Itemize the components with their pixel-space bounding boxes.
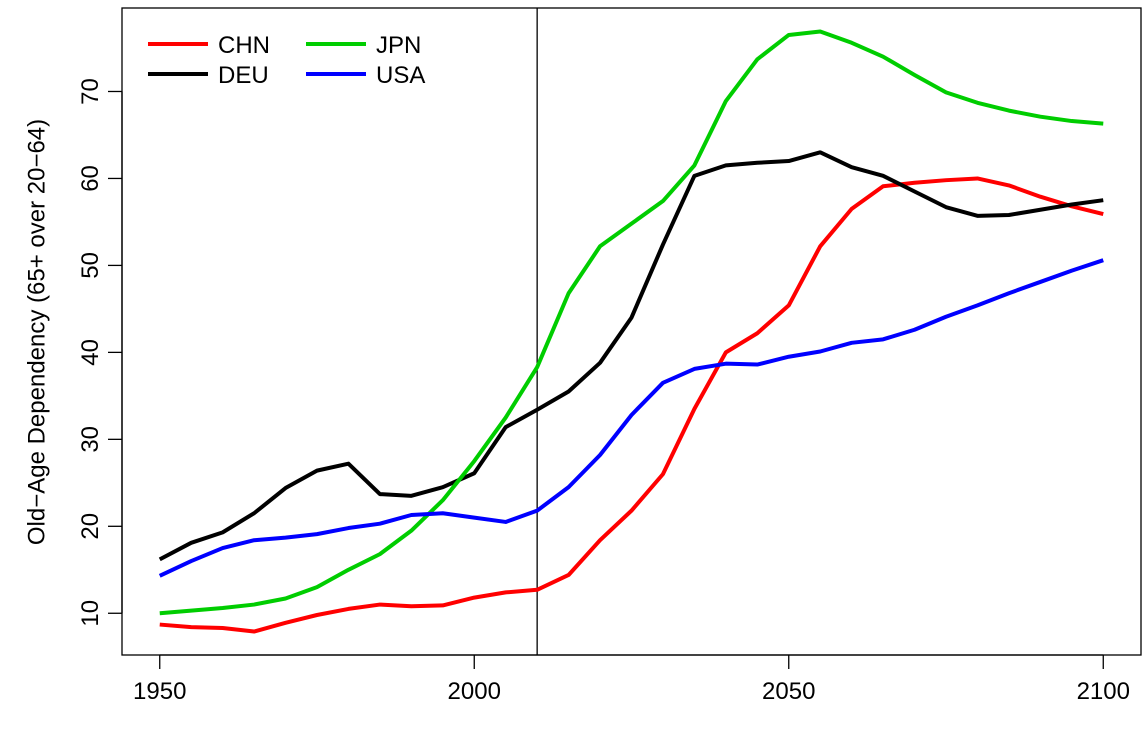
series-line — [158, 150, 1104, 562]
y-tick-label: 70 — [77, 78, 104, 105]
y-tick-label: 50 — [77, 252, 104, 279]
x-tick-label: 2100 — [1077, 678, 1130, 705]
y-axis-label: Old−Age Dependency (65+ over 20−64) — [23, 119, 50, 545]
series-line — [159, 176, 1104, 634]
y-tick-label: 20 — [77, 513, 104, 540]
legend-label: DEU — [218, 62, 269, 89]
series-line — [158, 258, 1104, 578]
legend-label: USA — [376, 62, 425, 89]
legend-label: JPN — [376, 32, 421, 59]
x-tick-label: 2050 — [762, 678, 815, 705]
y-tick-label: 10 — [77, 600, 104, 627]
x-tick-label: 2000 — [448, 678, 501, 705]
series-line — [159, 29, 1104, 616]
legend-label: CHN — [218, 32, 270, 59]
y-tick-label: 30 — [77, 426, 104, 453]
y-tick-label: 40 — [77, 339, 104, 366]
y-tick-label: 60 — [77, 165, 104, 192]
x-tick-label: 1950 — [133, 678, 186, 705]
